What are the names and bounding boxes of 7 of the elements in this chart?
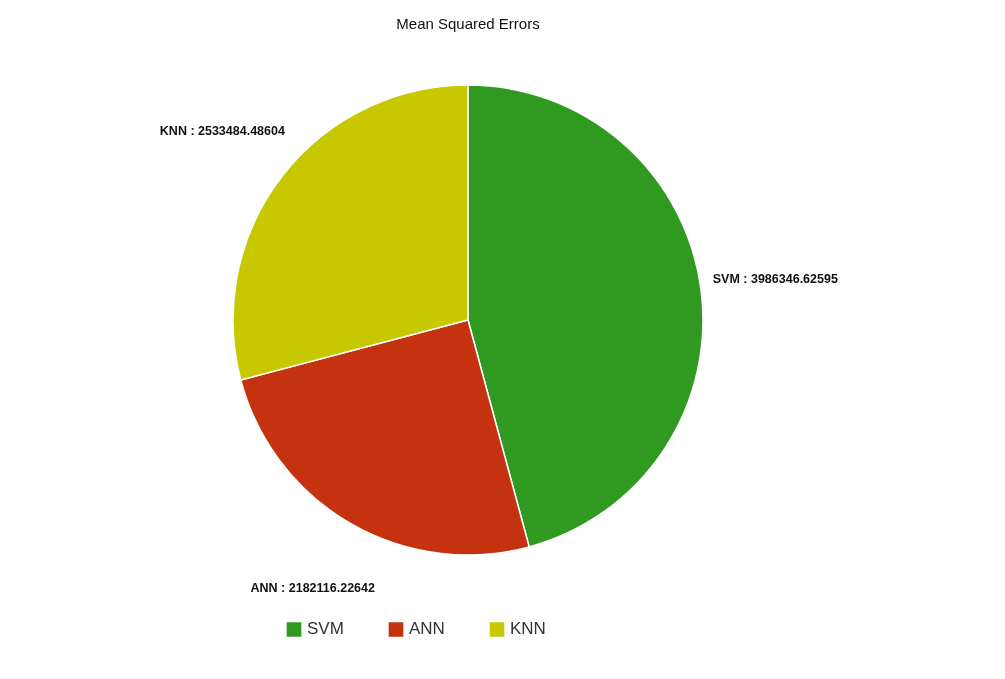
legend-label: KNN <box>510 619 546 639</box>
legend-label: ANN <box>409 619 445 639</box>
data-label: SVM : 3986346.62595 <box>712 272 838 287</box>
legend-label: SVM <box>307 619 344 639</box>
data-label: ANN : 2182116.22642 <box>250 581 375 596</box>
data-label: KNN : 2533484.48604 <box>159 123 285 138</box>
chart-title: Mean Squared Errors <box>396 15 540 32</box>
